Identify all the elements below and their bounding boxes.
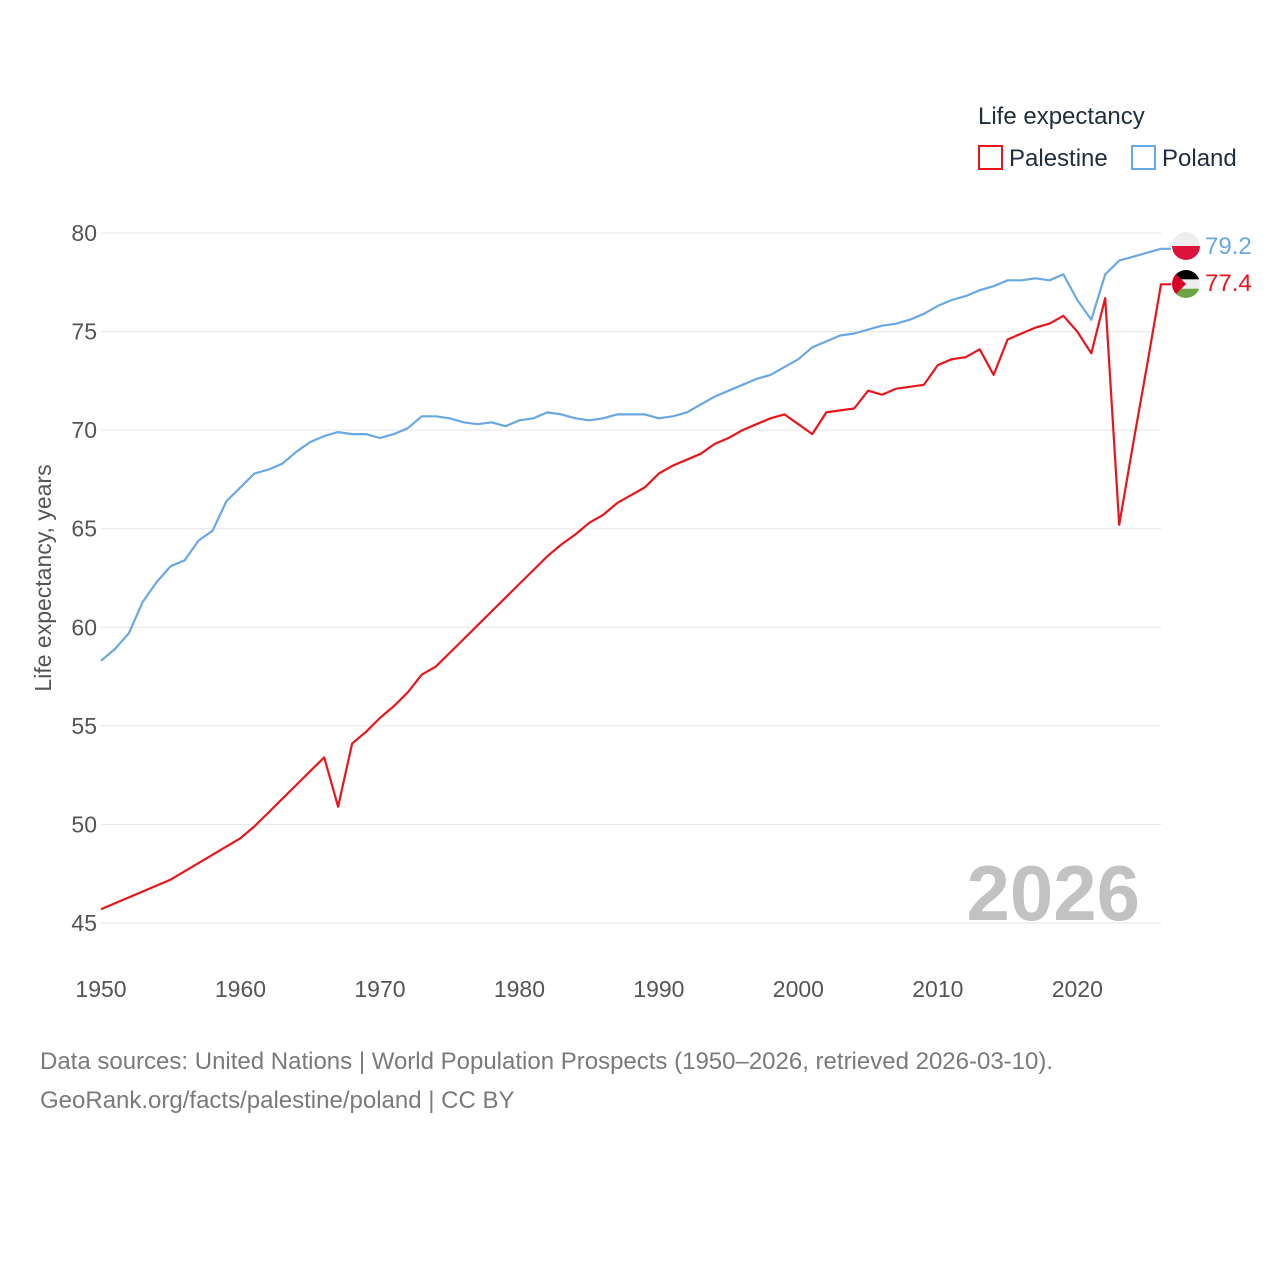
y-tick-label-70: 70 [71, 417, 97, 443]
y-tick-label-60: 60 [71, 614, 97, 640]
y-axis-label: Life expectancy, years [30, 464, 56, 691]
x-tick-label-1950: 1950 [75, 976, 126, 1002]
series-lines [100, 247, 1171, 911]
y-tick-label-75: 75 [71, 319, 97, 345]
legend: Life expectancy Palestine Poland [978, 103, 1237, 172]
source-note: Data sources: United Nations | World Pop… [40, 1042, 1240, 1120]
x-tick-label-2010: 2010 [912, 976, 963, 1002]
legend-title: Life expectancy [978, 103, 1145, 130]
legend-label-poland[interactable]: Poland [1162, 145, 1237, 172]
line-chart: Life expectancy Palestine Poland 45 50 55 6… [30, 103, 1252, 1002]
x-tick-label-1970: 1970 [354, 976, 405, 1002]
x-tick-label-2020: 2020 [1052, 976, 1103, 1002]
series-line-poland[interactable] [100, 247, 1171, 662]
palestine-flag-icon [1172, 270, 1200, 298]
x-tick-label-1980: 1980 [494, 976, 545, 1002]
sources-line: Data sources: United Nations | World Pop… [40, 1048, 1054, 1075]
year-watermark: 2026 [966, 849, 1140, 937]
series-line-palestine[interactable] [100, 283, 1171, 911]
y-tick-label-65: 65 [71, 516, 97, 542]
poland-flag-icon [1172, 232, 1200, 260]
x-tick-label-2000: 2000 [773, 976, 824, 1002]
x-axis-ticks: 1950 1960 1970 1980 1990 2000 2010 2020 [75, 976, 1102, 1002]
y-tick-label-45: 45 [71, 910, 97, 936]
legend-label-palestine[interactable]: Palestine [1009, 145, 1108, 172]
y-axis-ticks: 45 50 55 60 65 70 75 80 [71, 220, 97, 936]
end-value-poland: 79.2 [1205, 233, 1252, 260]
gridlines [101, 232, 1161, 924]
y-tick-label-80: 80 [71, 220, 97, 246]
x-tick-label-1990: 1990 [633, 976, 684, 1002]
y-tick-label-50: 50 [71, 811, 97, 837]
legend-swatch-poland[interactable] [1131, 145, 1156, 170]
credit-line[interactable]: GeoRank.org/facts/palestine/poland | CC … [40, 1087, 515, 1114]
x-tick-label-1960: 1960 [215, 976, 266, 1002]
end-value-palestine: 77.4 [1205, 270, 1252, 297]
y-tick-label-55: 55 [71, 713, 97, 739]
legend-swatch-palestine[interactable] [978, 145, 1003, 170]
